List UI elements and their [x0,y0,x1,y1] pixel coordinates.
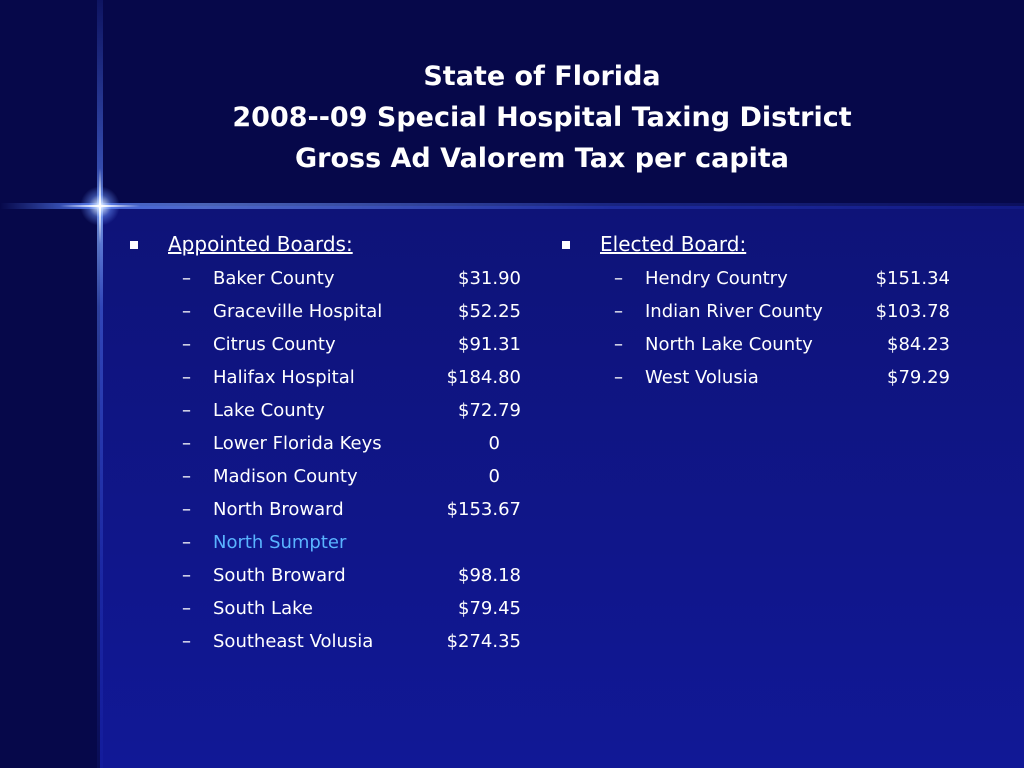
dash-bullet-icon: – [182,268,191,289]
list-item-value: $98.18 [458,565,521,586]
title-band [0,0,1024,206]
dash-bullet-icon: – [182,466,191,487]
list-item-value: $72.79 [458,400,521,421]
list-item-name: Lake County [213,400,325,421]
square-bullet-icon [130,241,138,249]
list-item: – Halifax Hospital $184.80 [130,361,540,394]
list-item: – South Lake $79.45 [130,592,540,625]
vertical-glow-line [97,0,103,768]
elected-board-list: – Hendry Country $151.34 – Indian River Coun… [562,262,982,394]
list-item-name: Graceville Hospital [213,301,383,322]
slide-title: State of Florida 2008--09 Special Hospit… [100,56,984,179]
dash-bullet-icon: – [614,268,623,289]
list-item-name: South Lake [213,598,313,619]
list-item-value: 0 [488,433,500,454]
list-item-value: $91.31 [458,334,521,355]
list-item: – Lower Florida Keys 0 [130,427,540,460]
list-item-value: $103.78 [875,301,950,322]
list-item-name: South Broward [213,565,346,586]
list-item-value: $184.80 [446,367,521,388]
list-item-name: Halifax Hospital [213,367,355,388]
list-item-name: Southeast Volusia [213,631,374,652]
dash-bullet-icon: – [182,499,191,520]
dash-bullet-icon: – [182,301,191,322]
list-item-name: Citrus County [213,334,336,355]
list-item-name: Hendry Country [645,268,788,289]
elected-board-heading[interactable]: Elected Board: [600,232,747,256]
list-item: – Indian River County $103.78 [562,295,982,328]
appointed-boards-column: Appointed Boards: – Baker County $31.90 – Gr… [130,228,540,658]
list-item-name: North Lake County [645,334,813,355]
content-area [100,206,1024,768]
dash-bullet-icon: – [182,532,191,553]
star-flare-vertical-ray [99,168,101,244]
dash-bullet-icon: – [182,400,191,421]
list-item: – North Sumpter [130,526,540,559]
dash-bullet-icon: – [614,334,623,355]
list-item: – Hendry Country $151.34 [562,262,982,295]
elected-board-column: Elected Board: – Hendry Country $151.34 – In… [562,228,982,394]
title-line-3: Gross Ad Valorem Tax per capita [294,143,790,174]
list-item: – Lake County $72.79 [130,394,540,427]
appointed-boards-heading-row: Appointed Boards: [130,228,540,262]
list-item-value: $153.67 [446,499,521,520]
list-item: – Madison County 0 [130,460,540,493]
title-line-2: 2008--09 Special Hospital Taxing Distric… [232,102,852,133]
horizontal-glow-line [0,203,1024,209]
list-item-name: West Volusia [645,367,759,388]
list-item-value: $79.29 [887,367,950,388]
dash-bullet-icon: – [182,598,191,619]
list-item-value: $151.34 [875,268,950,289]
list-item: – Southeast Volusia $274.35 [130,625,540,658]
dash-bullet-icon: – [614,367,623,388]
square-bullet-icon [562,241,570,249]
dash-bullet-icon: – [182,334,191,355]
list-item-name: Lower Florida Keys [213,433,382,454]
dash-bullet-icon: – [182,565,191,586]
list-item-value: 0 [488,466,500,487]
list-item-value: $52.25 [458,301,521,322]
list-item-value: $31.90 [458,268,521,289]
appointed-boards-heading[interactable]: Appointed Boards: [168,232,353,256]
list-item: – Citrus County $91.31 [130,328,540,361]
list-item-name: Madison County [213,466,358,487]
list-item: – North Broward $153.67 [130,493,540,526]
dash-bullet-icon: – [182,367,191,388]
list-item: – South Broward $98.18 [130,559,540,592]
list-item: – West Volusia $79.29 [562,361,982,394]
list-item-value: $274.35 [446,631,521,652]
left-band [0,206,100,768]
list-item: – North Lake County $84.23 [562,328,982,361]
list-item-link[interactable]: North Sumpter [213,532,347,553]
list-item-name: North Broward [213,499,344,520]
dash-bullet-icon: – [182,433,191,454]
list-item-name: Baker County [213,268,335,289]
dash-bullet-icon: – [614,301,623,322]
list-item-name: Indian River County [645,301,823,322]
list-item-value: $79.45 [458,598,521,619]
list-item: – Graceville Hospital $52.25 [130,295,540,328]
list-item-value: $84.23 [887,334,950,355]
elected-board-heading-row: Elected Board: [562,228,982,262]
appointed-boards-list: – Baker County $31.90 – Graceville Hospital $… [130,262,540,658]
title-line-1: State of Florida [423,61,661,92]
dash-bullet-icon: – [182,631,191,652]
list-item: – Baker County $31.90 [130,262,540,295]
